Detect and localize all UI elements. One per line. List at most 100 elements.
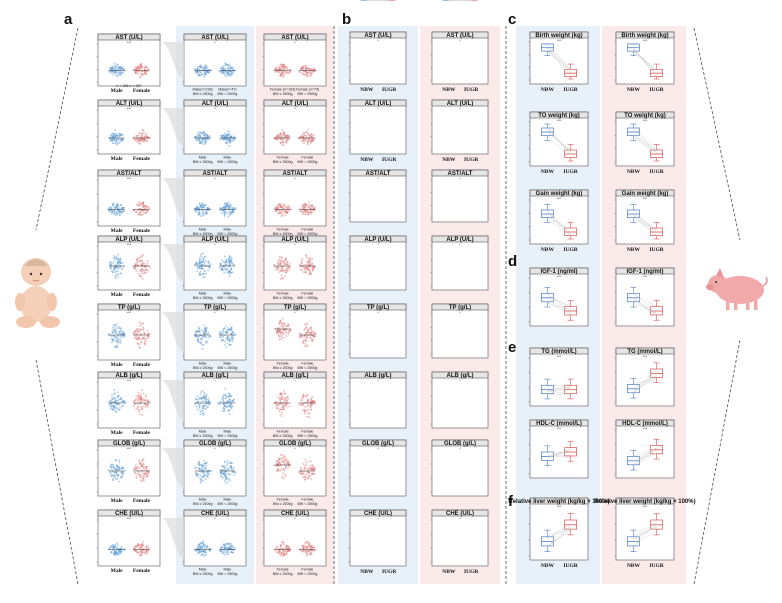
- data-point: [198, 406, 201, 408]
- data-point: [116, 273, 119, 275]
- plot-title: AST/ALT: [448, 171, 473, 177]
- data-point: [135, 332, 138, 335]
- plot-title-bar: [615, 419, 675, 427]
- data-point: [313, 266, 315, 268]
- data-point: [140, 480, 142, 483]
- connector-shape: [160, 448, 184, 488]
- data-point: [228, 259, 231, 262]
- data-point: [135, 210, 138, 213]
- data-point: [279, 261, 282, 263]
- data-point: [306, 336, 308, 338]
- data-point: [141, 272, 144, 275]
- x-tick-label: NBW: [541, 87, 555, 93]
- data-point: [221, 552, 224, 555]
- data-point: [112, 553, 115, 555]
- data-point: [283, 458, 286, 461]
- data-point: [119, 335, 122, 338]
- data-point: [147, 546, 149, 548]
- data-point: [201, 476, 204, 478]
- data-point: [119, 332, 122, 335]
- data-point: [198, 142, 201, 145]
- data-point: [142, 210, 144, 212]
- data-point: [138, 71, 140, 74]
- plot-title: Birth weight (kg): [621, 33, 668, 39]
- data-point: [280, 459, 283, 461]
- data-point: [120, 212, 123, 215]
- data-point: [225, 202, 228, 205]
- data-point: [143, 212, 146, 214]
- data-point: [221, 332, 224, 335]
- data-point: [112, 335, 115, 337]
- data-point: [313, 466, 316, 469]
- data-point: [228, 145, 231, 147]
- data-point: [198, 213, 201, 216]
- data-point: [120, 550, 123, 553]
- data-point: [204, 397, 207, 399]
- data-point: [112, 479, 114, 481]
- x-tick-label: NBW: [627, 247, 641, 253]
- data-point: [205, 336, 208, 339]
- data-point: [194, 209, 197, 212]
- x-tick-label: Male(n=236): [192, 88, 212, 92]
- data-point: [281, 128, 284, 131]
- data-point: [286, 459, 288, 462]
- x-tick-label: IUGR: [649, 169, 664, 175]
- data-point: [198, 404, 201, 407]
- data-point: [110, 72, 113, 74]
- connector-shape: [160, 42, 184, 78]
- data-point: [112, 202, 115, 205]
- plot-title-bar: [349, 99, 407, 107]
- subplot-c: TO weight (kg)***NBW IUGR: [614, 111, 675, 175]
- data-point: [219, 550, 222, 552]
- data-point: [280, 267, 282, 269]
- data-point: [145, 546, 148, 549]
- data-point: [275, 66, 278, 69]
- data-point: [147, 135, 149, 138]
- data-point: [228, 395, 231, 397]
- data-point: [313, 549, 316, 552]
- data-point: [136, 327, 139, 330]
- data-point: [222, 206, 225, 209]
- data-point: [115, 327, 118, 330]
- data-point: [143, 206, 146, 209]
- plot-title: TO weight (kg): [538, 113, 580, 119]
- data-point: [310, 329, 313, 331]
- data-point: [226, 552, 228, 555]
- plot-frame: [615, 347, 675, 407]
- significance-mark: ***: [557, 505, 562, 509]
- data-point: [276, 459, 278, 462]
- plot-title: AST/ALT: [117, 171, 142, 177]
- data-point: [198, 341, 201, 344]
- data-point: [112, 466, 115, 469]
- subplot-b: ALP (U/L)*: [430, 0, 489, 291]
- data-point: [137, 213, 140, 216]
- data-point: [276, 137, 279, 140]
- data-point: [205, 138, 207, 141]
- data-point: [115, 65, 118, 68]
- data-point: [302, 73, 304, 75]
- data-point: [142, 458, 145, 461]
- data-point: [279, 331, 282, 333]
- data-point: [141, 213, 144, 216]
- data-point: [307, 132, 309, 135]
- data-point: [136, 260, 139, 263]
- data-point: [275, 465, 278, 467]
- subplot-c: TO weight (kg)***NBW IUGR: [528, 111, 589, 175]
- data-point: [232, 400, 235, 403]
- data-point: [309, 465, 311, 468]
- data-point: [201, 211, 204, 214]
- connector-shape: [160, 312, 184, 352]
- data-point: [279, 329, 282, 332]
- data-point: [112, 405, 114, 408]
- data-point: [208, 473, 211, 475]
- paired-line: [547, 47, 571, 72]
- data-point: [202, 407, 205, 409]
- plot-frame: [431, 371, 489, 429]
- data-point: [302, 213, 304, 215]
- data-point: [202, 400, 205, 403]
- plot-title: ALT (U/L): [365, 101, 392, 107]
- data-point: [308, 257, 311, 260]
- data-point: [139, 544, 142, 547]
